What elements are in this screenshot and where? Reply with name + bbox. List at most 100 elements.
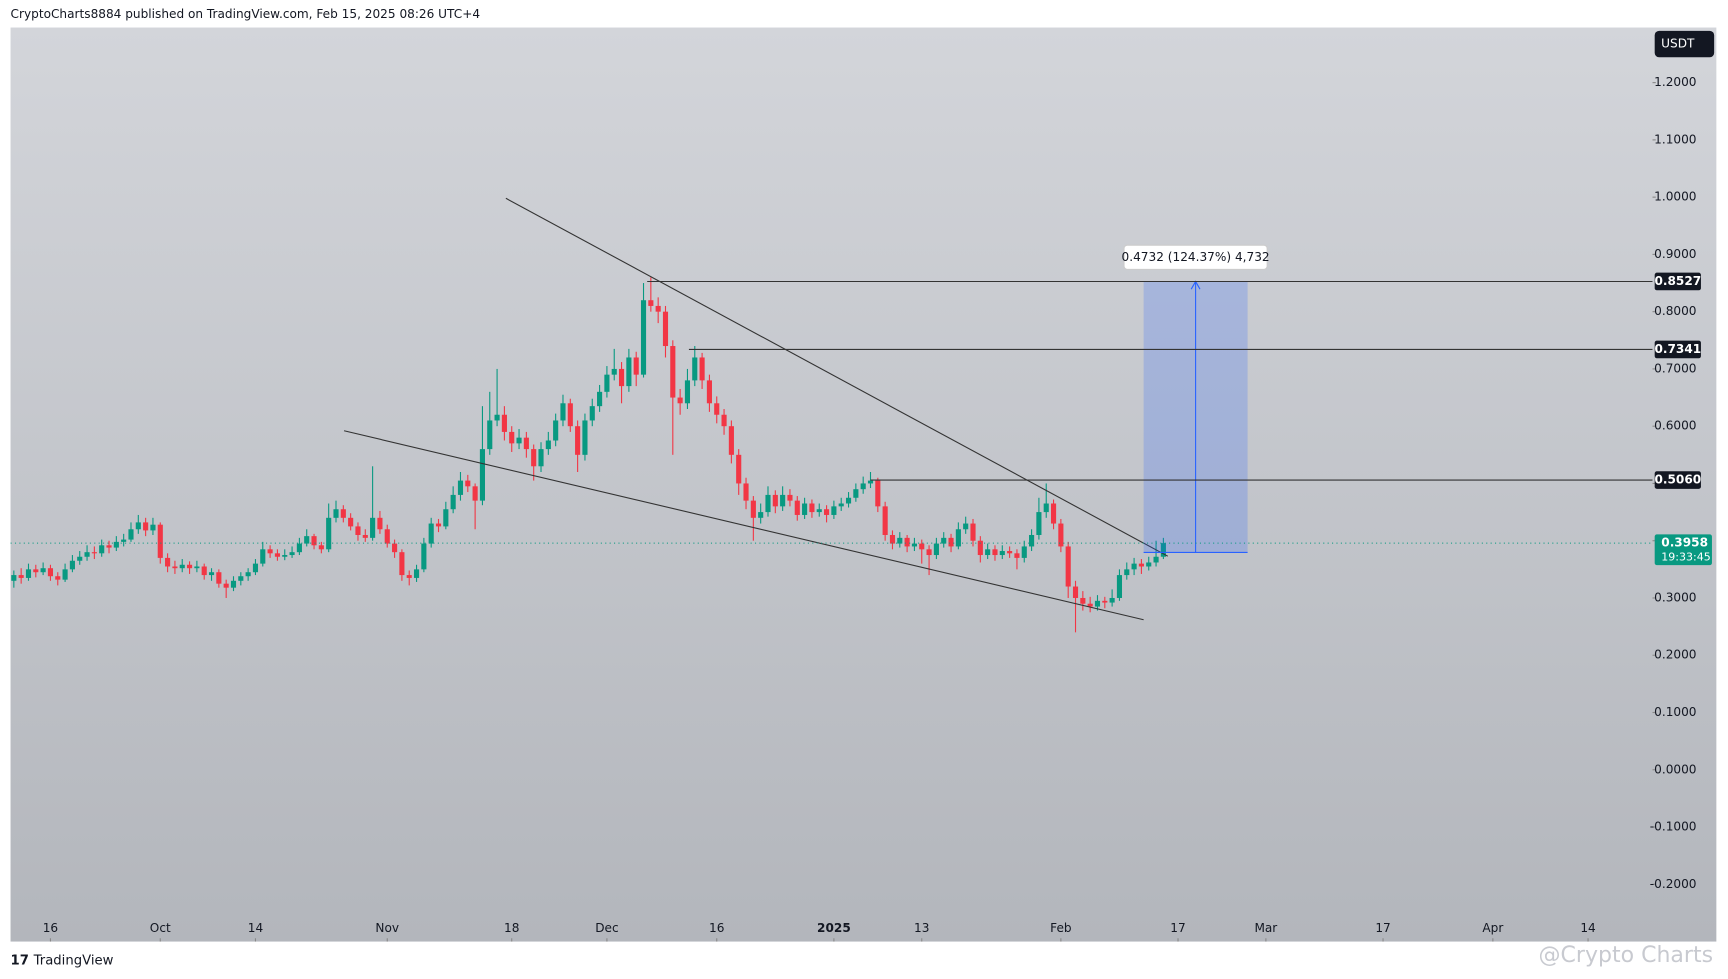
candle-body [882, 506, 888, 535]
x-tick-label: 13 [914, 921, 929, 935]
x-tick-label: 17 [1170, 921, 1185, 935]
candle-body [157, 524, 163, 558]
last-price-label: 0.3958 [1661, 536, 1708, 550]
candle-body [992, 549, 998, 556]
candle-body [1109, 597, 1115, 603]
candle-body [428, 523, 434, 544]
candle-body [304, 536, 310, 544]
candle-body [640, 300, 647, 375]
candle-body [582, 420, 588, 455]
candle-body [450, 494, 456, 510]
candle-body [1094, 600, 1101, 607]
y-tick-label: 0.2000 [1654, 648, 1696, 662]
x-tick-label: Dec [595, 921, 618, 935]
candle-body [479, 449, 486, 501]
y-tick-label: 0.7000 [1654, 361, 1696, 375]
currency-button[interactable] [1654, 30, 1715, 58]
candle-body [135, 522, 141, 530]
x-tick-label: 16 [709, 921, 724, 935]
candle-body [750, 500, 756, 518]
candle-body [172, 566, 178, 569]
candle-body [465, 480, 471, 487]
candle-body [47, 568, 54, 577]
x-tick-label: 18 [504, 921, 519, 935]
candle-body [633, 357, 639, 375]
candle-body [62, 569, 68, 580]
candle-body [106, 545, 112, 548]
x-tick-label: 14 [248, 921, 264, 935]
y-tick-label: -0.1000 [1650, 820, 1697, 834]
candle-body [985, 549, 991, 556]
candle-body [1080, 597, 1086, 604]
candle-body [670, 346, 676, 398]
candle-body [618, 368, 625, 387]
candle-body [758, 512, 764, 518]
x-tick-label: Nov [375, 921, 399, 935]
candle-body [904, 537, 910, 547]
candle-body [33, 569, 39, 573]
candle-body [1116, 575, 1123, 598]
candle-body [421, 543, 427, 570]
candle-body [238, 576, 244, 581]
candle-body [1146, 562, 1152, 567]
candle-body [824, 509, 830, 515]
candle-body [377, 517, 383, 530]
y-tick-label: 1.0000 [1654, 190, 1696, 204]
candle-body [25, 569, 32, 578]
level-label: 0.8527 [1654, 274, 1701, 288]
level-label: 0.5060 [1654, 473, 1701, 487]
level-label: 0.7341 [1654, 342, 1701, 356]
candle-body [69, 560, 75, 570]
candle-body [941, 537, 947, 544]
candle-body [575, 426, 581, 455]
candle-body [18, 575, 24, 578]
candle-body [1007, 551, 1013, 554]
candle-body [282, 555, 288, 557]
candle-body [370, 517, 376, 538]
candle-body [714, 403, 720, 415]
candle-body [296, 543, 302, 553]
y-tick-label: 0.9000 [1654, 247, 1696, 261]
candle-body [40, 568, 46, 573]
candle-body [1153, 556, 1159, 563]
candle-body [1124, 569, 1130, 576]
measure-label-box [1123, 244, 1268, 270]
y-tick-label: -0.2000 [1650, 877, 1697, 891]
candle-body [1050, 503, 1057, 524]
candle-body [648, 300, 654, 306]
y-tick-label: 0.1000 [1654, 705, 1696, 719]
trend-line [505, 197, 1169, 557]
y-tick-label: 0.8000 [1654, 304, 1696, 318]
candle-body [435, 523, 442, 527]
candle-body [165, 557, 171, 567]
candle-body [348, 517, 354, 527]
candle-body [326, 517, 332, 550]
candle-body [802, 503, 808, 515]
candle-body [413, 569, 420, 578]
candle-body [780, 494, 786, 507]
candle-body [267, 549, 273, 554]
candle-body [589, 406, 595, 421]
candle-body [216, 572, 222, 584]
candle-body [150, 524, 156, 531]
candle-body [772, 494, 778, 507]
level-badge [1654, 272, 1701, 291]
candle-body [143, 522, 149, 531]
candle-body [121, 539, 127, 542]
candle-body [911, 543, 917, 547]
candle-body [736, 454, 742, 484]
x-tick-label: 14 [1580, 921, 1596, 935]
candle-body [897, 537, 903, 544]
candle-body [1087, 603, 1093, 607]
candle-body [340, 509, 346, 518]
candle-body [194, 566, 200, 569]
candle-body [919, 543, 925, 550]
candle-body [201, 566, 207, 576]
candle-body [1160, 543, 1166, 557]
candle-body [538, 449, 544, 467]
candle-body [318, 545, 324, 550]
brand: TradingView [33, 953, 114, 968]
candle-body [677, 397, 683, 404]
candle-body [77, 556, 83, 561]
